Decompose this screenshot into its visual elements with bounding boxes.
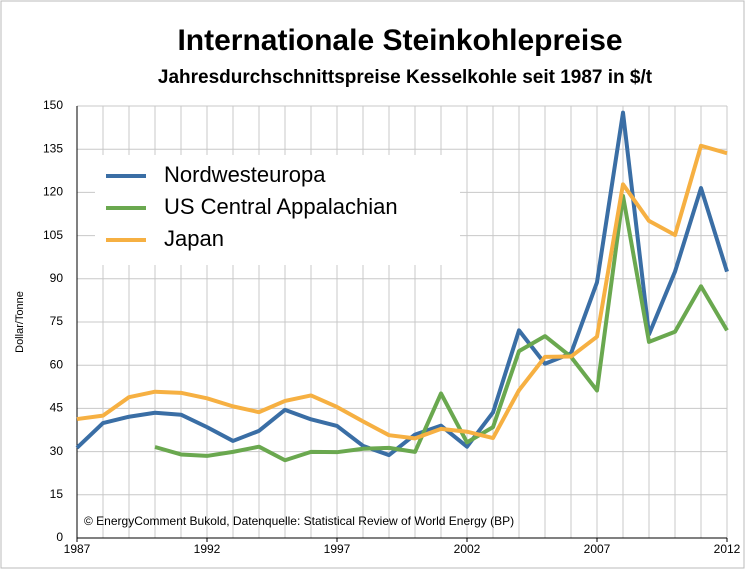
series-line (76, 143, 728, 441)
y-tick-label: 0 (56, 530, 63, 544)
series-line (154, 193, 729, 463)
y-tick-label: 60 (50, 357, 64, 371)
annotation: © EnergyComment Bukold, Datenquelle: Sta… (84, 514, 514, 528)
y-tick-label: 75 (50, 314, 64, 328)
y-tick-label: 90 (50, 271, 64, 285)
x-tick-label: 2002 (454, 542, 481, 556)
x-tick-label: 1987 (64, 542, 91, 556)
x-tick-label: 2012 (714, 542, 741, 556)
series-line (75, 110, 729, 458)
y-tick-label: 105 (43, 228, 63, 242)
y-tick-label: 15 (50, 487, 64, 501)
y-tick-label: 135 (43, 141, 63, 155)
y-tick-label: 45 (50, 401, 64, 415)
y-tick-label: 30 (50, 444, 64, 458)
y-tick-label: 150 (43, 98, 63, 112)
chart-subtitle: Jahresdurchschnittspreise Kesselkohle se… (158, 67, 653, 88)
x-tick-label: 1997 (324, 542, 351, 556)
legend-label: US Central Appalachian (164, 194, 398, 219)
legend-label: Japan (164, 226, 224, 251)
y-tick-label: 120 (43, 185, 63, 199)
legend-label: Nordwesteuropa (164, 162, 326, 187)
y-axis-label: Dollar/Tonne (14, 291, 26, 353)
x-tick-label: 1992 (194, 542, 221, 556)
x-tick-label: 2007 (584, 542, 611, 556)
chart-title: Internationale Steinkohlepreise (177, 24, 622, 57)
legend-box (95, 155, 460, 265)
